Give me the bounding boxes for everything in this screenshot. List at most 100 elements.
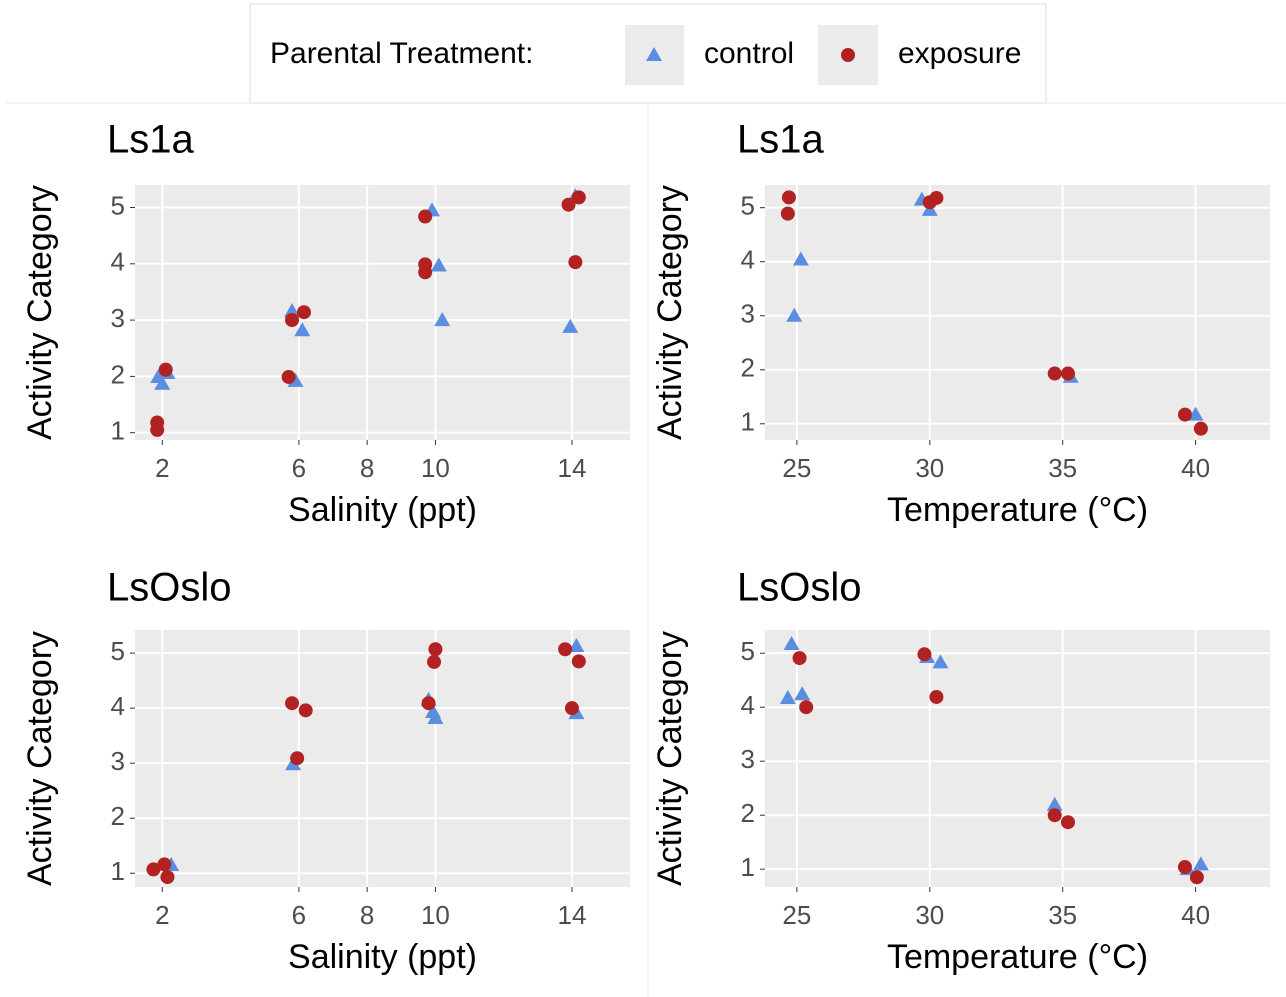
y-tick-label: 1 — [741, 407, 755, 437]
x-tick-label: 6 — [292, 900, 306, 930]
y-tick-label: 5 — [741, 636, 755, 666]
x-tick-label: 40 — [1181, 900, 1210, 930]
y-tick-label: 2 — [741, 353, 755, 383]
point — [290, 751, 305, 766]
point — [929, 689, 944, 704]
point — [298, 703, 313, 718]
x-tick-label: 30 — [915, 900, 944, 930]
y-tick-label: 5 — [111, 636, 125, 666]
point — [1192, 856, 1209, 871]
y-tick-label: 3 — [741, 299, 755, 329]
point — [786, 307, 803, 322]
y-tick-label: 3 — [111, 303, 125, 333]
panel-title: LsOslo — [737, 566, 862, 610]
point — [929, 190, 944, 205]
point — [427, 654, 442, 669]
point — [1047, 366, 1062, 381]
point — [160, 870, 175, 885]
point — [781, 190, 796, 205]
point — [792, 651, 807, 666]
point — [434, 312, 451, 327]
plot-background — [765, 185, 1270, 440]
point — [1047, 808, 1062, 823]
point — [1046, 796, 1063, 811]
plot-background — [135, 185, 630, 440]
y-tick-label: 4 — [741, 690, 755, 720]
y-tick-label: 4 — [111, 691, 125, 721]
plot-background — [765, 630, 1270, 887]
point — [794, 686, 811, 701]
point — [1193, 421, 1208, 436]
y-tick-label: 1 — [111, 856, 125, 886]
y-tick-label: 3 — [111, 746, 125, 776]
point — [427, 710, 444, 725]
y-axis-label: Activity Category — [21, 185, 59, 440]
point — [779, 690, 796, 705]
x-tick-label: 10 — [421, 900, 450, 930]
point — [562, 318, 579, 333]
point — [571, 654, 586, 669]
y-tick-label: 2 — [111, 801, 125, 831]
point — [917, 647, 932, 662]
point — [418, 265, 433, 280]
point — [285, 313, 300, 328]
x-tick-label: 35 — [1048, 900, 1077, 930]
point — [296, 305, 311, 320]
y-tick-label: 5 — [111, 190, 125, 220]
point — [285, 696, 300, 711]
point — [799, 700, 814, 715]
legend-label: exposure — [898, 37, 1021, 70]
point — [287, 372, 304, 387]
point — [932, 654, 949, 669]
point — [418, 209, 433, 224]
point — [780, 206, 795, 221]
x-axis-label: Salinity (ppt) — [288, 938, 477, 976]
x-tick-label: 8 — [360, 900, 374, 930]
point — [294, 322, 311, 337]
y-axis-label: Activity Category — [651, 185, 689, 440]
y-tick-label: 4 — [111, 247, 125, 277]
point — [561, 197, 576, 212]
point — [792, 251, 809, 266]
point — [568, 637, 585, 652]
x-tick-label: 6 — [292, 453, 306, 483]
legend-label: control — [704, 37, 794, 70]
y-tick-label: 2 — [741, 798, 755, 828]
x-tick-label: 35 — [1048, 453, 1077, 483]
x-tick-label: 14 — [558, 900, 587, 930]
y-tick-label: 3 — [741, 744, 755, 774]
point — [564, 701, 579, 716]
y-axis-label: Activity Category — [21, 631, 59, 886]
x-axis-label: Temperature (°C) — [887, 938, 1148, 976]
point — [157, 857, 172, 872]
y-tick-label: 1 — [741, 852, 755, 882]
x-tick-label: 14 — [558, 453, 587, 483]
point — [783, 636, 800, 651]
point — [146, 862, 161, 877]
point — [1189, 870, 1204, 885]
point — [281, 369, 296, 384]
y-tick-label: 1 — [111, 416, 125, 446]
y-axis-label: Activity Category — [651, 631, 689, 886]
point — [1061, 366, 1075, 381]
x-tick-label: 40 — [1181, 453, 1210, 483]
point — [568, 255, 583, 270]
legend-marker — [646, 47, 662, 61]
point — [284, 303, 301, 318]
x-tick-label: 8 — [360, 453, 374, 483]
point — [1177, 860, 1192, 875]
plot-background — [135, 630, 630, 887]
panel-title: Ls1a — [737, 118, 824, 162]
point — [430, 257, 447, 272]
legend-title: Parental Treatment: — [270, 37, 533, 70]
point — [558, 642, 573, 657]
y-tick-label: 5 — [741, 191, 755, 221]
x-tick-label: 25 — [782, 900, 811, 930]
point — [158, 362, 173, 377]
x-axis-label: Salinity (ppt) — [288, 491, 477, 529]
point — [1187, 406, 1204, 421]
legend-marker — [841, 48, 855, 62]
point — [421, 696, 436, 711]
x-tick-label: 25 — [782, 453, 811, 483]
